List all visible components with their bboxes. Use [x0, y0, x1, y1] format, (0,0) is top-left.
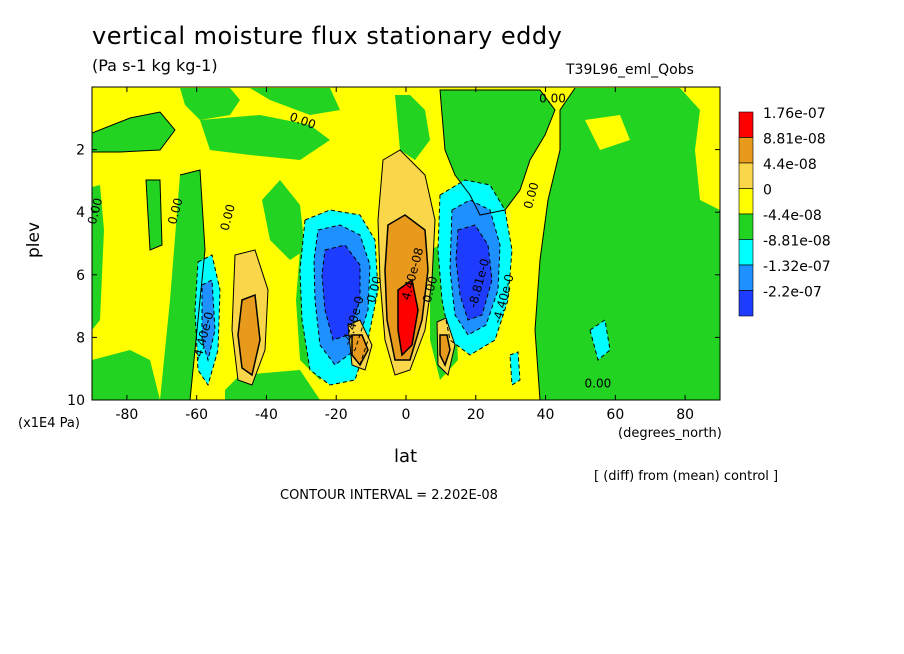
x-tick-label: -60	[185, 407, 208, 423]
x-tick-label: 0	[402, 407, 411, 423]
legend-swatch	[738, 264, 754, 291]
chart-units: (Pa s-1 kg kg-1)	[92, 56, 218, 75]
legend-label: -4.4e-08	[763, 208, 822, 224]
run-name: T39L96_eml_Qobs	[566, 62, 694, 78]
x-tick-label: 80	[676, 407, 694, 423]
y-axis-label: plev	[24, 221, 44, 258]
contour-fills	[92, 87, 720, 400]
x-tick-label: -40	[255, 407, 278, 423]
contour-label: 0.00	[165, 196, 185, 225]
contour-label: 0.00	[521, 181, 541, 210]
x-tick-label: 60	[606, 407, 624, 423]
legend-swatch	[738, 162, 754, 189]
legend-swatch	[738, 188, 754, 215]
x-tick-label: -20	[325, 407, 348, 423]
contour-interval: CONTOUR INTERVAL = 2.202E-08	[280, 488, 498, 503]
x-tick-label: -80	[115, 407, 138, 423]
y-tick-label: 6	[76, 268, 85, 284]
legend-label: 8.81e-08	[763, 132, 826, 148]
legend-label: -1.32e-07	[763, 259, 831, 275]
x-tick-label: 40	[537, 407, 555, 423]
x-axis-ticks: -80 -60 -40 -20 0 20 40 60 80	[115, 87, 694, 423]
contour-label: 0.00	[217, 203, 237, 232]
contour-label: 0.00	[364, 275, 384, 304]
legend-swatch	[738, 213, 754, 240]
contour-label: 0.00	[585, 376, 612, 390]
diff-note: [ (diff) from (mean) control ]	[594, 469, 779, 484]
legend-label: -2.2e-07	[763, 285, 822, 301]
y-tick-label: 8	[76, 330, 85, 346]
y-axis-units: (x1E4 Pa)	[18, 416, 80, 431]
color-legend: 1.76e-07 8.81e-08 4.4e-08 0 -4.4e-08 -8.81e-0…	[738, 106, 831, 317]
x-axis-units: (degrees_north)	[618, 426, 722, 441]
y-tick-label: 4	[76, 205, 85, 221]
y-axis-ticks: 2 4 6 8 10	[67, 143, 720, 409]
legend-swatch	[738, 290, 754, 317]
legend-swatch	[738, 137, 754, 164]
green-region-south	[92, 112, 175, 152]
contour-label: 0.00	[539, 92, 566, 106]
legend-swatch	[738, 111, 754, 138]
chart-title: vertical moisture flux stationary eddy	[92, 22, 563, 50]
legend-label: 0	[763, 183, 772, 199]
x-tick-label: 20	[467, 407, 485, 423]
y-tick-label: 10	[67, 393, 85, 409]
legend-label: -8.81e-08	[763, 234, 831, 250]
contour-label: 0.00	[85, 196, 105, 225]
x-axis-label: lat	[394, 446, 418, 467]
legend-label: 4.4e-08	[763, 157, 817, 173]
contour-label: 0.00	[420, 275, 440, 304]
legend-label: 1.76e-07	[763, 106, 826, 122]
legend-swatch	[738, 239, 754, 266]
y-tick-label: 2	[76, 143, 85, 159]
